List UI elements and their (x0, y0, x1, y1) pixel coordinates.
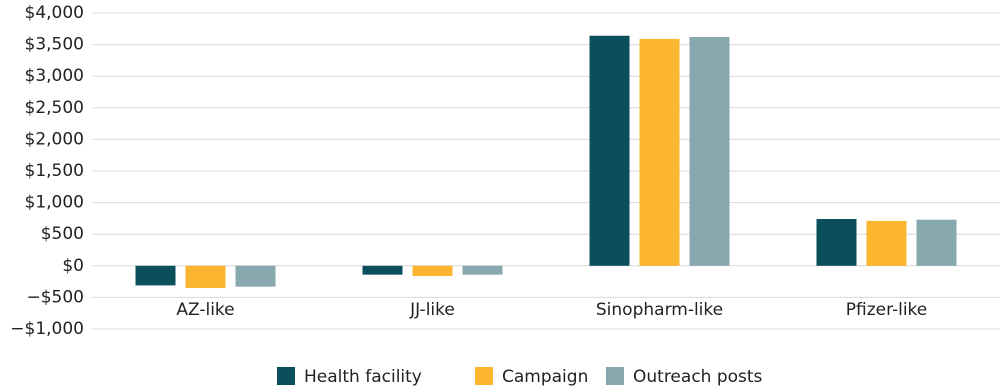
bar (135, 265, 176, 286)
x-tick-label: Pfizer-like (846, 300, 928, 320)
y-tick-label: $500 (41, 224, 84, 244)
bar (816, 219, 857, 266)
legend-swatch (277, 367, 295, 385)
bar (689, 37, 730, 266)
y-tick-label: $2,000 (25, 129, 84, 149)
y-tick-label: $1,500 (25, 161, 84, 181)
bar (185, 265, 226, 288)
y-tick-label: −$1,000 (10, 319, 84, 339)
y-tick-label: $0 (62, 256, 84, 276)
legend-label: Health facility (304, 367, 422, 387)
x-tick-label: Sinopharm-like (596, 300, 723, 320)
x-tick-label: AZ-like (176, 300, 234, 320)
legend-swatch (606, 367, 624, 385)
legend-swatch (475, 367, 493, 385)
legend-label: Campaign (502, 367, 588, 387)
bar (235, 265, 276, 287)
y-tick-label: $2,500 (25, 98, 84, 118)
bar (639, 38, 680, 266)
bar (362, 265, 403, 275)
bar (916, 219, 957, 266)
bar (412, 265, 453, 276)
legend-label: Outreach posts (633, 367, 763, 387)
y-tick-label: $3,000 (25, 66, 84, 86)
x-tick-label: JJ-like (409, 300, 455, 320)
y-tick-label: −$500 (26, 287, 84, 307)
bar (589, 35, 630, 266)
y-tick-label: $4,000 (25, 3, 84, 23)
y-tick-label: $3,500 (25, 35, 84, 55)
y-tick-label: $1,000 (25, 193, 84, 213)
bar (866, 220, 907, 266)
bar (462, 265, 503, 275)
